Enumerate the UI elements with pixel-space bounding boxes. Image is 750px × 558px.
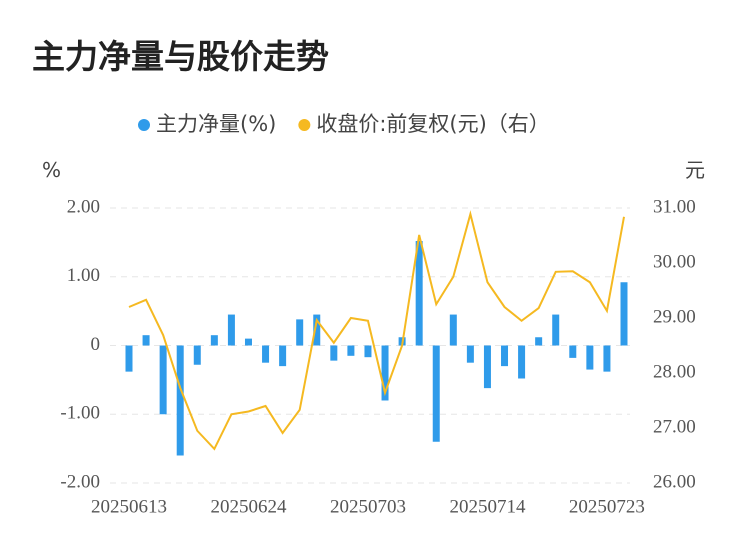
x-tick-label: 20250723 (569, 496, 645, 517)
bar (210, 335, 218, 346)
bar (535, 337, 543, 346)
bar (432, 345, 440, 442)
x-tick-label: 20250703 (330, 496, 406, 517)
x-tick-label: 20250624 (210, 496, 287, 517)
bar (159, 345, 167, 415)
bar (330, 345, 338, 361)
x-tick-label: 20250613 (91, 496, 167, 517)
legend-label: 主力净量(%) (156, 112, 276, 136)
bar (518, 345, 526, 379)
bar (364, 345, 372, 358)
price-line (128, 210, 625, 451)
chart-title: 主力净量与股价走势 (32, 37, 329, 76)
bar (262, 345, 270, 363)
x-tick-label: 20250714 (449, 496, 526, 517)
y2-tick-label: 29.00 (653, 306, 696, 327)
bar (193, 345, 201, 365)
y-tick-label: 2.00 (67, 196, 100, 217)
bar (415, 241, 423, 346)
y-axis-unit: % (42, 158, 61, 182)
y2-tick-label: 28.00 (653, 361, 696, 382)
bar (313, 314, 321, 346)
legend-label: 收盘价:前复权(元)（右） (316, 112, 549, 136)
y2-tick-label: 30.00 (653, 251, 696, 272)
bar (142, 335, 150, 346)
y-tick-label: -2.00 (60, 471, 100, 492)
bar (586, 345, 594, 370)
bar (296, 319, 304, 346)
bar (125, 345, 133, 372)
y-tick-label: -1.00 (60, 403, 100, 424)
bar (483, 345, 491, 389)
y-tick-label: 0 (91, 334, 101, 355)
y2-axis-unit: 元 (685, 158, 705, 182)
y2-tick-label: 26.00 (653, 471, 696, 492)
bar (449, 314, 457, 346)
y2-tick-label: 31.00 (653, 196, 696, 217)
bar (569, 345, 577, 358)
bar (603, 345, 611, 372)
bar (227, 314, 235, 346)
bar (176, 345, 184, 456)
bar (381, 345, 389, 401)
y-tick-label: 1.00 (67, 265, 100, 286)
legend-marker (138, 119, 150, 131)
bar (279, 345, 287, 367)
bar (552, 314, 560, 346)
bar (466, 345, 474, 363)
legend-marker (298, 119, 311, 131)
y2-tick-label: 27.00 (653, 416, 696, 437)
bar (347, 345, 355, 356)
bar (620, 282, 628, 346)
bar (501, 345, 509, 367)
bar (244, 338, 252, 346)
